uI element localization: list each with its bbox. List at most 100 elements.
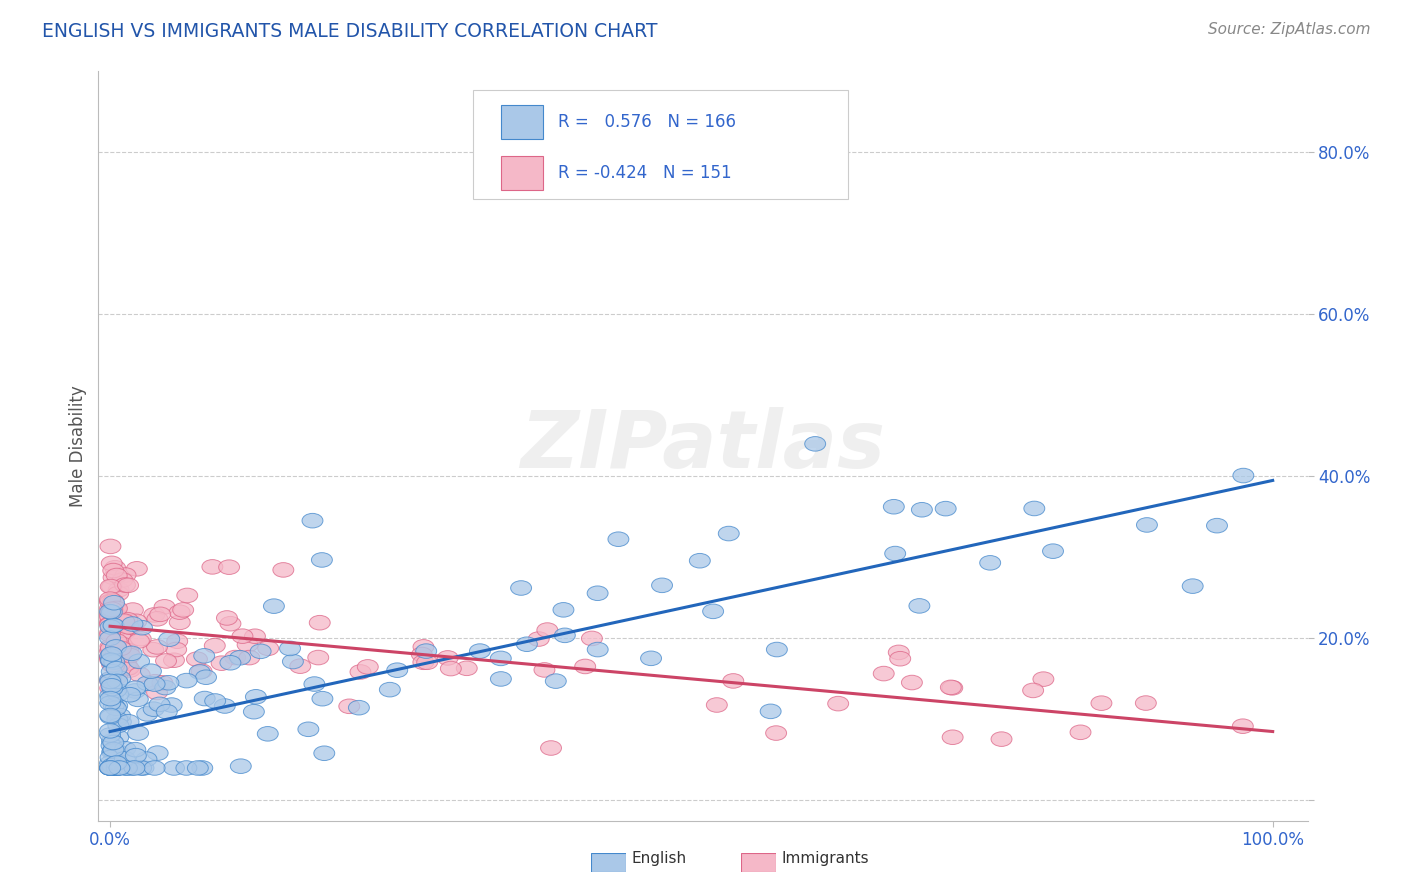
Ellipse shape [257, 641, 278, 656]
Ellipse shape [889, 645, 910, 660]
Ellipse shape [942, 730, 963, 745]
Ellipse shape [190, 665, 211, 679]
Ellipse shape [1136, 696, 1156, 710]
Ellipse shape [103, 761, 122, 775]
Ellipse shape [110, 629, 131, 644]
Ellipse shape [217, 611, 238, 625]
Ellipse shape [349, 700, 370, 715]
Ellipse shape [689, 553, 710, 568]
Ellipse shape [107, 674, 128, 689]
Ellipse shape [100, 594, 121, 608]
Ellipse shape [103, 603, 124, 617]
Ellipse shape [491, 672, 512, 686]
Ellipse shape [575, 659, 596, 673]
Ellipse shape [104, 761, 125, 775]
Ellipse shape [100, 609, 121, 624]
Ellipse shape [176, 673, 197, 688]
Ellipse shape [413, 640, 434, 654]
Ellipse shape [173, 603, 194, 617]
Ellipse shape [176, 761, 197, 775]
Ellipse shape [100, 605, 121, 619]
Ellipse shape [101, 580, 122, 594]
Ellipse shape [437, 650, 458, 665]
Ellipse shape [100, 617, 121, 632]
Ellipse shape [107, 615, 127, 629]
Ellipse shape [187, 761, 208, 775]
Ellipse shape [101, 647, 122, 661]
Ellipse shape [143, 642, 163, 657]
Ellipse shape [416, 655, 437, 670]
Ellipse shape [588, 586, 607, 600]
Ellipse shape [1091, 696, 1112, 710]
Ellipse shape [766, 726, 786, 740]
Ellipse shape [103, 563, 124, 578]
Ellipse shape [101, 619, 122, 633]
Ellipse shape [101, 665, 122, 679]
Ellipse shape [117, 761, 138, 775]
Ellipse shape [120, 663, 141, 677]
Ellipse shape [101, 758, 122, 772]
Ellipse shape [101, 761, 122, 775]
Ellipse shape [245, 629, 266, 643]
Ellipse shape [103, 618, 124, 632]
Ellipse shape [873, 666, 894, 681]
Ellipse shape [105, 644, 127, 658]
Ellipse shape [103, 681, 122, 696]
Ellipse shape [107, 661, 127, 676]
FancyBboxPatch shape [501, 156, 543, 190]
Ellipse shape [103, 618, 124, 633]
Ellipse shape [100, 761, 121, 775]
Ellipse shape [155, 681, 176, 695]
Ellipse shape [115, 741, 136, 756]
Ellipse shape [128, 726, 149, 740]
Ellipse shape [1136, 517, 1157, 533]
Ellipse shape [104, 655, 125, 669]
Ellipse shape [166, 642, 187, 657]
Ellipse shape [100, 708, 121, 723]
Ellipse shape [1042, 544, 1063, 558]
Ellipse shape [100, 627, 121, 642]
Ellipse shape [125, 683, 145, 698]
Ellipse shape [107, 756, 128, 771]
Ellipse shape [118, 714, 139, 729]
Ellipse shape [100, 625, 121, 640]
Ellipse shape [105, 701, 127, 715]
Ellipse shape [298, 722, 319, 737]
Ellipse shape [101, 760, 122, 774]
Ellipse shape [111, 714, 131, 729]
Ellipse shape [143, 607, 165, 623]
Ellipse shape [104, 761, 125, 775]
Ellipse shape [202, 559, 222, 574]
Ellipse shape [108, 657, 129, 673]
Ellipse shape [145, 674, 166, 689]
Ellipse shape [100, 761, 121, 775]
Ellipse shape [546, 673, 567, 689]
Ellipse shape [105, 682, 127, 698]
Ellipse shape [901, 675, 922, 690]
Ellipse shape [146, 640, 167, 654]
Ellipse shape [108, 586, 129, 601]
Ellipse shape [107, 616, 128, 631]
Ellipse shape [941, 680, 962, 695]
Ellipse shape [141, 664, 162, 679]
Ellipse shape [312, 553, 332, 567]
Ellipse shape [529, 632, 550, 647]
FancyBboxPatch shape [474, 90, 848, 199]
Ellipse shape [105, 622, 127, 637]
Ellipse shape [101, 734, 122, 748]
Ellipse shape [229, 650, 250, 665]
Ellipse shape [107, 601, 128, 615]
Ellipse shape [309, 615, 330, 630]
Ellipse shape [828, 697, 849, 711]
Ellipse shape [890, 651, 911, 666]
Ellipse shape [884, 546, 905, 561]
Ellipse shape [111, 639, 132, 654]
Text: R = -0.424   N = 151: R = -0.424 N = 151 [558, 164, 731, 182]
Ellipse shape [100, 653, 121, 667]
Ellipse shape [283, 654, 304, 669]
Ellipse shape [100, 640, 121, 654]
Ellipse shape [100, 674, 121, 689]
Ellipse shape [883, 500, 904, 514]
FancyBboxPatch shape [501, 105, 543, 139]
Ellipse shape [314, 746, 335, 761]
